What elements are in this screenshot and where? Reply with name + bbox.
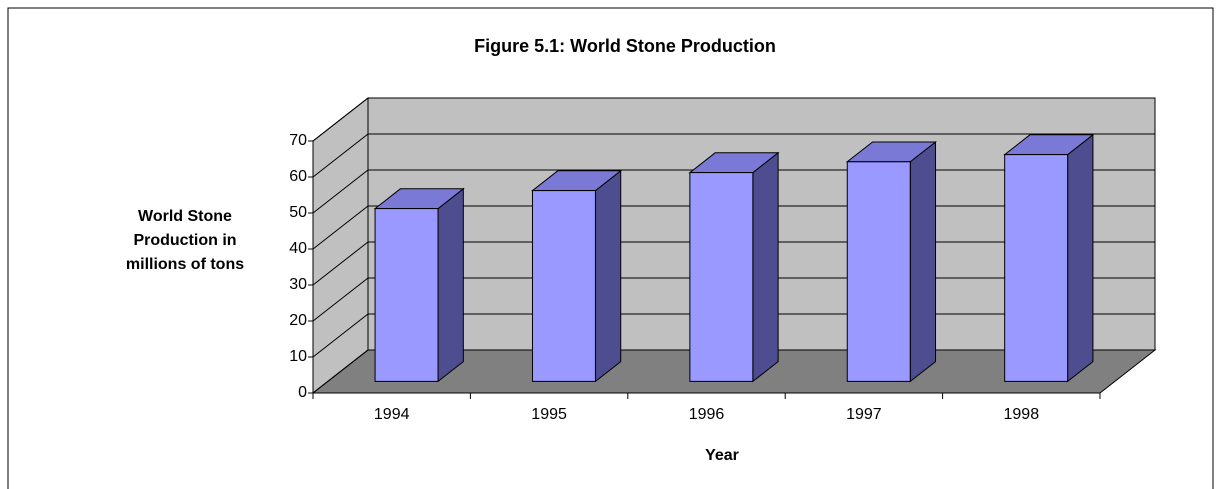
y-axis-label: Production in	[133, 232, 236, 249]
x-tick-label: 1995	[531, 406, 567, 423]
y-tick-label: 0	[298, 384, 307, 401]
y-tick-label: 20	[289, 312, 307, 329]
grid-line	[312, 97, 1155, 142]
y-axis-label: World Stone	[138, 208, 232, 225]
bar	[374, 208, 439, 382]
y-tick-label: 70	[289, 132, 307, 149]
bar-side	[594, 169, 622, 383]
y-tick-label: 40	[289, 240, 307, 257]
x-tick-label: 1996	[689, 406, 725, 423]
x-tick-label: 1998	[1004, 406, 1040, 423]
bar	[531, 190, 596, 382]
y-axis-label: millions of tons	[126, 256, 244, 273]
y-tick-label: 60	[289, 168, 307, 185]
bar	[846, 161, 911, 382]
bar-side	[1067, 133, 1094, 383]
y-tick-label: 30	[289, 276, 307, 293]
y-tick-label: 50	[289, 204, 307, 221]
bar-side	[752, 151, 779, 383]
grid-line	[312, 133, 1155, 178]
x-tick-label: 1994	[374, 406, 410, 423]
bar-side	[909, 140, 937, 383]
x-axis-label: Year	[705, 447, 739, 464]
side-wall	[312, 96, 369, 395]
bar-side	[437, 187, 464, 383]
y-tick-label: 10	[289, 348, 307, 365]
bar	[1004, 154, 1069, 382]
bar	[689, 172, 754, 382]
chart-title: Figure 5.1: World Stone Production	[474, 36, 776, 56]
x-tick-label: 1997	[846, 406, 882, 423]
